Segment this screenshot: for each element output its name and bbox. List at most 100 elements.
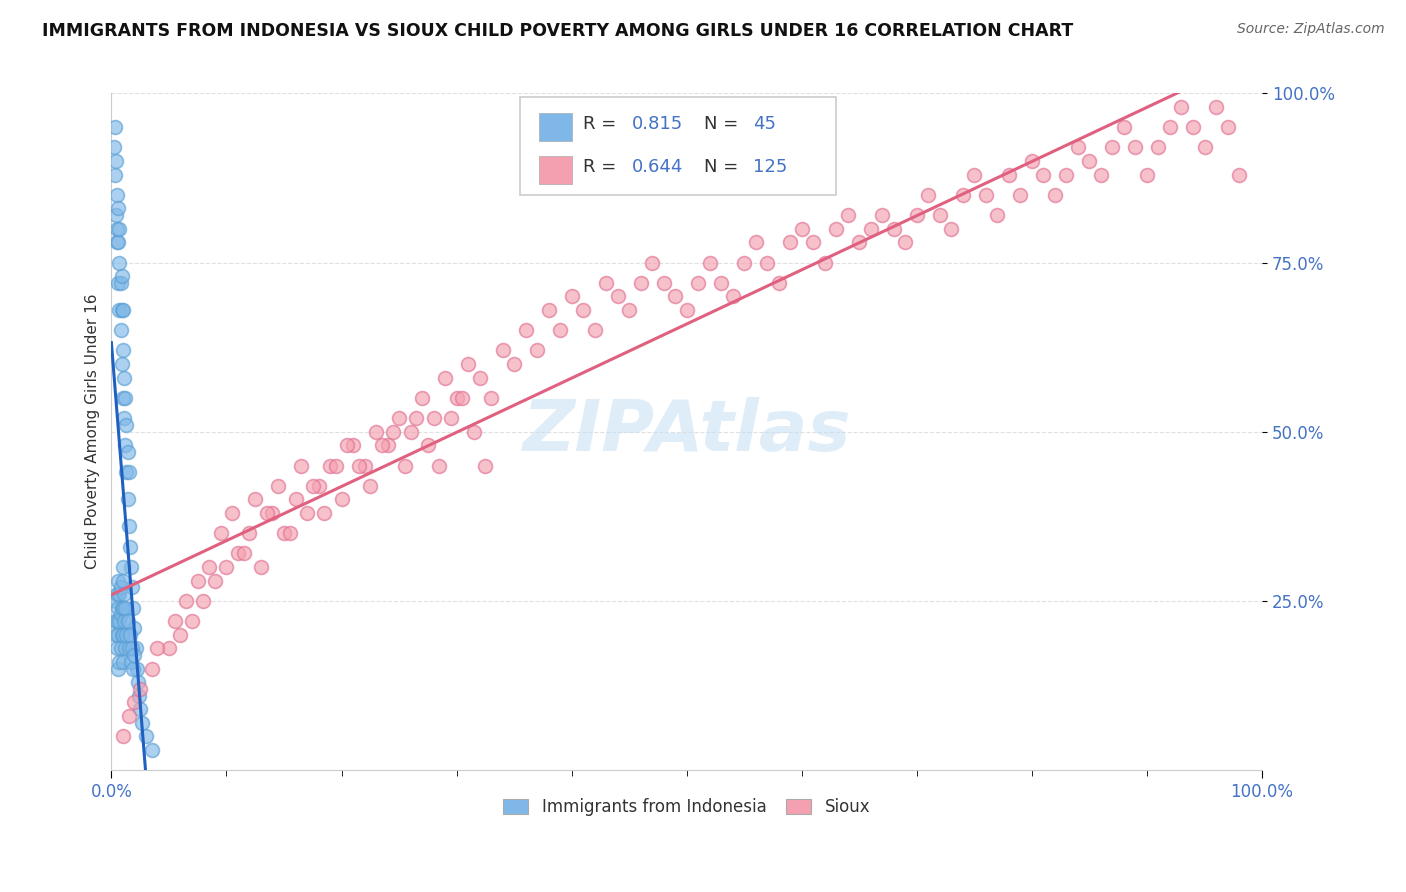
Point [141,661,163,675]
Point [1101,140,1123,154]
Point [548,323,571,337]
Point [118,465,141,479]
Point [111,302,134,317]
Text: 125: 125 [754,158,787,176]
Point [572,302,595,317]
Point [859,221,882,235]
Point [710,276,733,290]
Point [118,641,141,656]
Point [111,302,134,317]
Point [124,648,146,662]
Point [974,187,997,202]
Point [619,302,641,317]
FancyBboxPatch shape [540,112,572,141]
Point [107,276,129,290]
Point [107,202,129,216]
Point [917,187,939,202]
Point [336,438,359,452]
Point [284,492,307,507]
Point [112,587,135,601]
Point [209,526,232,541]
Legend: Immigrants from Indonesia, Sioux: Immigrants from Indonesia, Sioux [496,791,877,822]
Text: 0.815: 0.815 [631,115,683,133]
Point [503,357,526,371]
Point [688,276,710,290]
Point [295,506,318,520]
Point [129,681,152,696]
Point [198,560,221,574]
Point [1170,100,1192,114]
Point [1090,168,1112,182]
Text: R =: R = [583,158,623,176]
Point [215,560,238,574]
Point [1227,168,1250,182]
Point [105,587,128,601]
Point [104,120,127,135]
Point [111,655,134,669]
Point [105,154,128,169]
Point [121,580,143,594]
Point [941,221,963,235]
Point [127,675,149,690]
Point [174,594,197,608]
Point [181,614,204,628]
Point [583,323,606,337]
Point [1136,168,1159,182]
Point [537,302,560,317]
Point [963,168,986,182]
Point [848,235,870,250]
Point [118,628,141,642]
Point [105,641,128,656]
Point [342,438,364,452]
Point [790,221,813,235]
Point [125,661,148,675]
Point [330,492,353,507]
Point [399,425,422,439]
Point [457,357,479,371]
Point [108,587,131,601]
Point [652,276,675,290]
Point [232,546,254,560]
Text: R =: R = [583,115,623,133]
Point [111,628,134,642]
Point [105,208,128,222]
Text: IMMIGRANTS FROM INDONESIA VS SIOUX CHILD POVERTY AMONG GIRLS UNDER 16 CORRELATIO: IMMIGRANTS FROM INDONESIA VS SIOUX CHILD… [42,22,1073,40]
Point [416,438,439,452]
Point [107,661,129,675]
Point [112,614,135,628]
Point [595,276,617,290]
Point [699,255,721,269]
Point [115,628,138,642]
Point [114,438,136,452]
Text: ZIPAtlas: ZIPAtlas [523,397,851,467]
Point [226,546,249,560]
Text: Source: ZipAtlas.com: Source: ZipAtlas.com [1237,22,1385,37]
Point [118,540,141,554]
Point [105,221,128,235]
Point [479,391,502,405]
Point [245,492,267,507]
Point [111,729,134,743]
Point [157,641,180,656]
Point [301,479,323,493]
Point [107,235,129,250]
Point [187,574,209,588]
Point [111,600,134,615]
Point [108,655,131,669]
Point [124,641,146,656]
Point [388,411,411,425]
Point [107,600,129,615]
Point [108,302,131,317]
Point [290,458,312,473]
Point [105,594,128,608]
Point [894,235,917,250]
Point [1205,100,1227,114]
Point [468,370,491,384]
Point [1078,154,1101,169]
Point [110,276,132,290]
Point [111,268,134,283]
Point [745,235,768,250]
Point [1021,154,1043,169]
Point [131,715,153,730]
Point [883,221,905,235]
